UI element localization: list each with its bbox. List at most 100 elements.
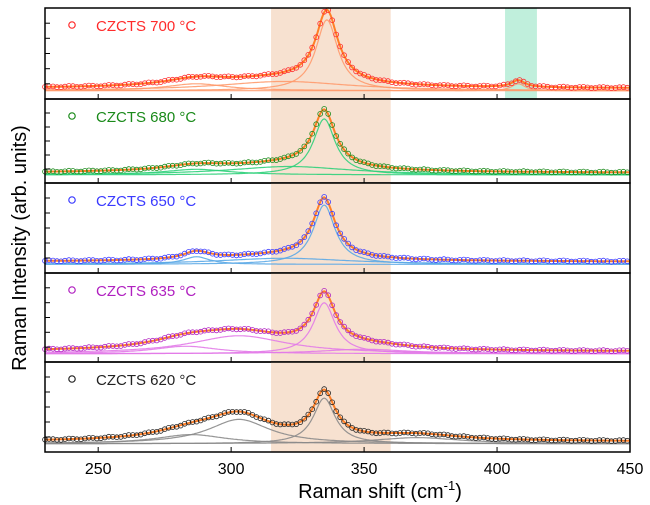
legend-marker bbox=[68, 112, 76, 120]
data-point bbox=[468, 257, 475, 264]
data-point bbox=[421, 255, 427, 262]
data-point bbox=[241, 325, 248, 332]
data-point bbox=[221, 410, 228, 416]
data-point bbox=[62, 345, 68, 352]
data-point bbox=[309, 406, 316, 413]
data-point bbox=[373, 163, 379, 169]
data-point bbox=[86, 257, 92, 263]
data-point bbox=[401, 254, 407, 261]
data-point bbox=[133, 166, 140, 173]
data-point bbox=[564, 258, 571, 264]
data-point bbox=[257, 415, 264, 422]
data-point bbox=[421, 166, 427, 172]
data-point bbox=[197, 160, 204, 167]
data-point bbox=[401, 341, 407, 348]
data-point bbox=[472, 83, 479, 90]
data-point bbox=[452, 433, 459, 440]
data-point bbox=[520, 257, 527, 264]
data-point bbox=[612, 258, 619, 265]
data-point bbox=[536, 168, 543, 175]
data-point bbox=[600, 257, 607, 264]
data-point bbox=[122, 433, 128, 439]
data-point bbox=[616, 169, 623, 175]
data-point bbox=[149, 79, 156, 86]
data-point bbox=[173, 163, 180, 169]
data-point bbox=[560, 257, 567, 264]
data-point bbox=[145, 255, 152, 262]
data-point bbox=[385, 78, 391, 84]
data-point bbox=[437, 82, 443, 88]
data-point bbox=[524, 436, 531, 443]
data-point bbox=[401, 165, 407, 171]
data-point bbox=[472, 168, 479, 175]
data-point bbox=[357, 248, 363, 255]
data-point bbox=[189, 160, 196, 167]
data-point bbox=[576, 169, 583, 175]
data-point bbox=[604, 169, 611, 176]
data-point bbox=[90, 257, 96, 263]
data-point bbox=[616, 84, 623, 90]
data-point bbox=[173, 76, 180, 83]
data-point bbox=[580, 347, 587, 353]
fit-component-3 bbox=[45, 80, 630, 91]
data-point bbox=[544, 257, 551, 264]
data-point bbox=[448, 83, 455, 89]
data-point bbox=[137, 166, 144, 173]
data-point bbox=[50, 345, 56, 352]
data-point bbox=[78, 168, 84, 175]
data-point bbox=[600, 168, 607, 175]
data-point bbox=[114, 167, 120, 174]
data-point bbox=[102, 343, 108, 350]
data-point bbox=[54, 346, 60, 353]
data-point bbox=[484, 257, 491, 264]
data-point bbox=[568, 169, 575, 176]
data-point bbox=[512, 258, 519, 265]
data-point bbox=[445, 167, 451, 174]
fit-component-3 bbox=[45, 434, 630, 445]
panel-5: CZCTS 620 °C bbox=[42, 361, 631, 453]
data-point bbox=[381, 253, 387, 259]
data-point bbox=[604, 437, 611, 444]
data-point bbox=[405, 429, 411, 436]
data-point bbox=[385, 253, 391, 260]
data-point bbox=[189, 74, 196, 80]
data-point bbox=[620, 84, 627, 90]
data-point bbox=[405, 342, 411, 348]
data-point bbox=[181, 420, 188, 427]
data-point bbox=[201, 248, 208, 255]
data-point bbox=[293, 151, 300, 157]
data-point bbox=[496, 168, 503, 175]
data-point bbox=[197, 328, 204, 335]
data-point bbox=[381, 429, 387, 436]
data-point bbox=[233, 74, 240, 81]
panel-4: CZCTS 635 °C bbox=[42, 272, 631, 363]
data-point bbox=[273, 330, 280, 337]
data-point bbox=[500, 81, 507, 88]
data-point bbox=[492, 258, 499, 264]
data-point bbox=[472, 346, 479, 353]
data-point bbox=[317, 20, 324, 27]
data-point bbox=[229, 408, 236, 415]
data-point bbox=[82, 257, 88, 264]
data-points bbox=[42, 7, 631, 91]
data-point bbox=[269, 71, 276, 77]
data-point bbox=[102, 434, 108, 441]
data-point bbox=[361, 249, 367, 255]
data-point bbox=[289, 328, 296, 335]
data-point bbox=[106, 433, 112, 440]
data-point bbox=[437, 256, 443, 263]
data-point bbox=[114, 343, 120, 350]
data-point bbox=[520, 346, 527, 353]
data-point bbox=[145, 429, 152, 436]
legend-marker bbox=[68, 21, 76, 29]
data-point bbox=[74, 258, 80, 264]
data-point bbox=[572, 437, 579, 444]
data-point bbox=[165, 333, 172, 340]
data-point bbox=[588, 169, 595, 176]
data-point bbox=[229, 74, 236, 80]
data-point bbox=[568, 437, 575, 444]
data-point bbox=[484, 168, 491, 174]
data-point bbox=[209, 414, 216, 420]
data-point bbox=[209, 73, 216, 80]
data-point bbox=[54, 84, 60, 90]
